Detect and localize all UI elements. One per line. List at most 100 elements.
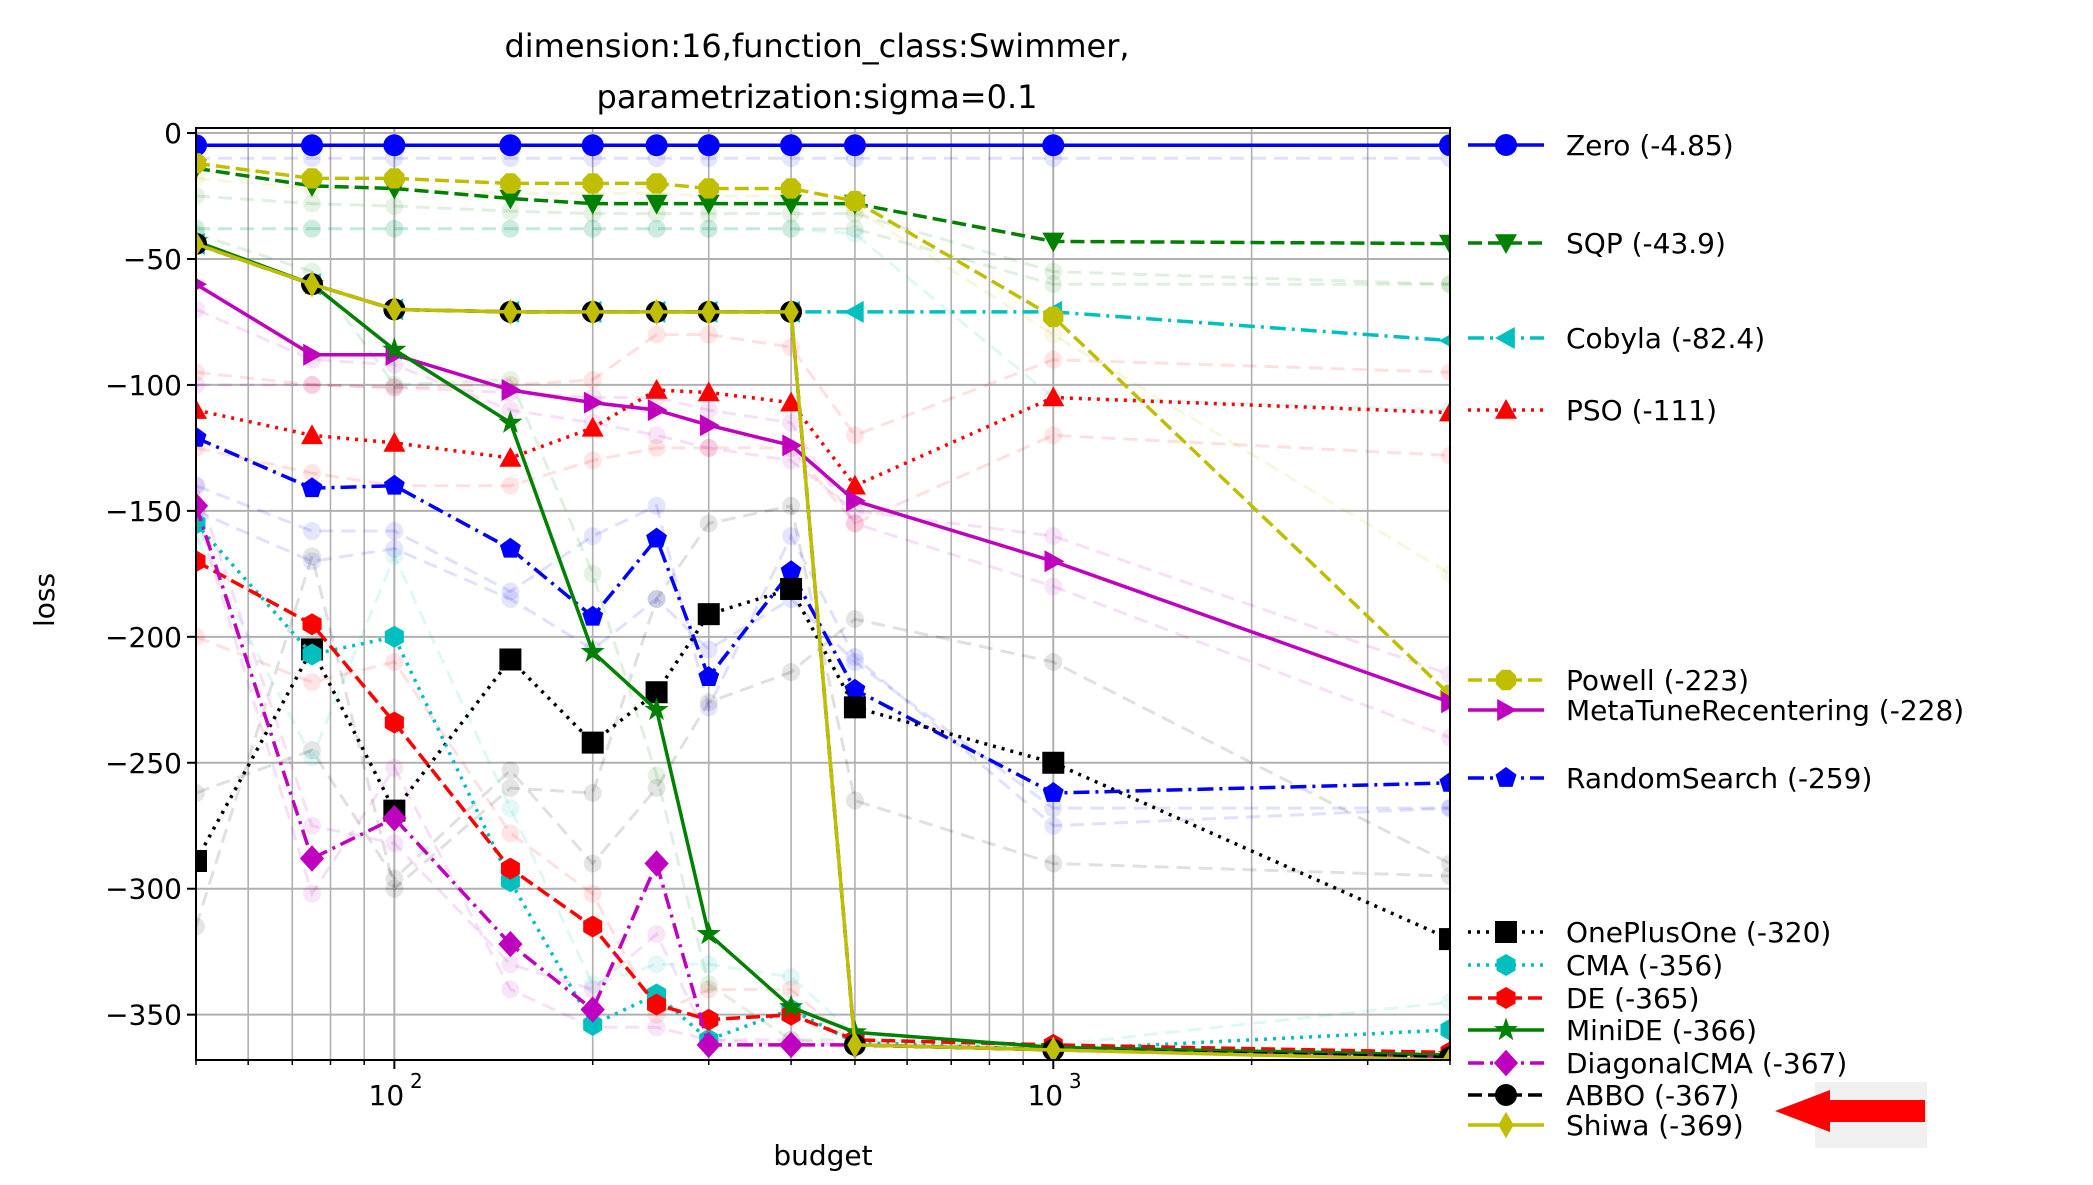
data-point — [501, 778, 520, 797]
data-point — [501, 761, 520, 780]
data-point — [498, 930, 523, 958]
data-point — [1441, 728, 1450, 747]
data-point — [581, 416, 604, 437]
data-point — [1042, 386, 1065, 407]
y-tick-label: −100 — [105, 369, 182, 402]
data-point — [301, 134, 324, 157]
data-point — [1440, 1018, 1450, 1041]
x-axis-label: budget — [773, 1139, 872, 1172]
series-pso — [196, 379, 1450, 495]
data-point — [782, 338, 801, 357]
data-point — [303, 219, 322, 238]
data-point — [779, 994, 804, 1018]
data-point — [782, 496, 801, 515]
data-point — [196, 426, 207, 447]
data-point — [583, 1013, 603, 1036]
data-point — [1045, 1036, 1061, 1060]
data-point — [647, 993, 667, 1016]
data-point — [583, 854, 602, 873]
data-point — [501, 202, 520, 221]
series-line — [196, 388, 1450, 488]
data-point — [385, 378, 404, 397]
data-point — [782, 219, 801, 238]
data-point — [383, 134, 406, 157]
data-point — [845, 514, 864, 533]
data-point — [500, 857, 520, 880]
data-point — [1439, 334, 1450, 347]
data-point — [1495, 234, 1517, 254]
data-point — [1496, 954, 1516, 976]
data-point — [385, 219, 404, 238]
data-point — [699, 414, 720, 437]
data-point — [699, 514, 718, 533]
data-point — [582, 173, 603, 194]
data-point — [385, 522, 404, 541]
data-point — [499, 134, 522, 157]
faded-series — [196, 149, 1450, 1060]
data-point — [382, 337, 407, 360]
data-point — [843, 696, 866, 719]
data-point — [1441, 446, 1450, 465]
y-tick-label: −350 — [105, 999, 182, 1032]
faded-series-line — [196, 176, 1450, 576]
y-tick-label: −150 — [105, 495, 182, 528]
data-point — [779, 1031, 804, 1059]
data-point — [1043, 306, 1064, 328]
data-point — [499, 537, 521, 558]
legend-label: MiniDE (-366) — [1566, 1014, 1757, 1047]
data-point — [699, 693, 718, 712]
data-point — [581, 731, 604, 754]
legend-label: Shiwa (-369) — [1566, 1109, 1744, 1142]
data-point — [1495, 327, 1515, 349]
data-point — [699, 640, 718, 659]
data-point — [1044, 275, 1063, 294]
faded-series-line — [196, 535, 1450, 1047]
data-point — [780, 560, 802, 581]
data-point — [196, 300, 205, 319]
data-point — [502, 298, 519, 326]
data-point — [303, 464, 322, 483]
data-point — [699, 975, 718, 994]
data-point — [196, 492, 209, 519]
data-point — [782, 967, 801, 986]
data-point — [196, 230, 204, 258]
series-line — [196, 436, 1450, 795]
series-powell — [196, 153, 1450, 705]
data-point — [501, 379, 522, 401]
data-point — [647, 496, 666, 515]
data-point — [1442, 1046, 1450, 1060]
data-point — [303, 547, 322, 566]
data-point — [699, 401, 718, 420]
data-point — [583, 219, 602, 238]
faded-series-line — [196, 504, 1450, 927]
data-point — [580, 996, 605, 1023]
data-point — [780, 178, 802, 199]
data-point — [385, 869, 404, 888]
data-point — [646, 173, 667, 194]
y-axis: 0 −50 −100 −150 −200 −250 −300 −350 — [105, 117, 196, 1032]
faded-series-line — [196, 485, 1450, 1059]
legend-label: Powell (-223) — [1566, 664, 1749, 697]
data-point — [1441, 854, 1450, 873]
faded-series-line — [196, 227, 1450, 412]
data-point — [196, 134, 207, 157]
data-point — [1044, 325, 1063, 344]
data-point — [782, 527, 801, 546]
legend-label: DiagonalCMA (-367) — [1566, 1047, 1847, 1080]
data-point — [647, 219, 666, 238]
data-point — [1495, 399, 1517, 419]
data-point — [697, 134, 720, 157]
data-point — [303, 343, 323, 366]
data-point — [196, 476, 205, 495]
data-point — [843, 300, 864, 323]
data-point — [303, 194, 322, 213]
data-point — [648, 298, 665, 326]
data-point — [845, 653, 864, 672]
legend-label: OnePlusOne (-320) — [1566, 916, 1831, 949]
data-point — [1439, 771, 1450, 792]
data-point — [845, 610, 864, 629]
data-point — [1498, 1111, 1514, 1139]
data-point — [1439, 234, 1450, 255]
data-point — [583, 975, 602, 994]
legend-label: Zero (-4.85) — [1566, 129, 1734, 162]
